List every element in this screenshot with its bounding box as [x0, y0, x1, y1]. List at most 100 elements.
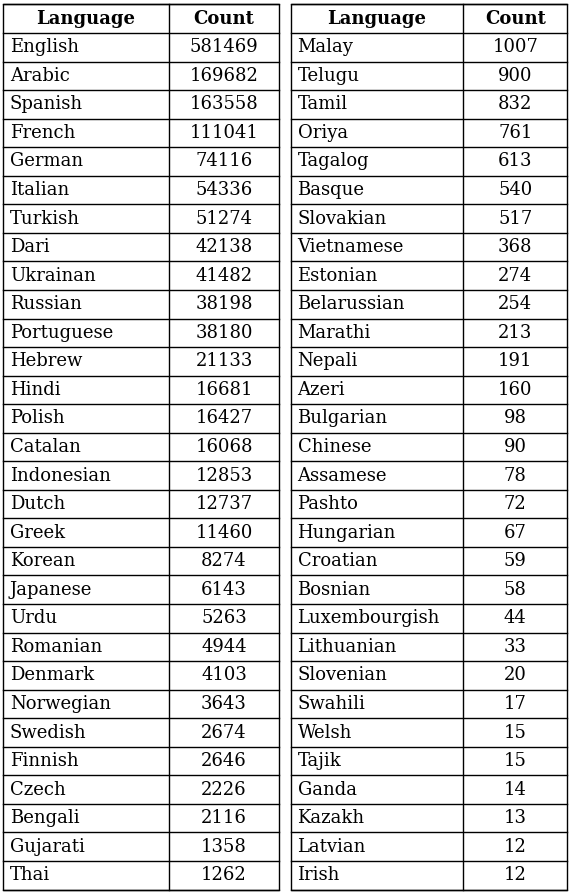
Text: 761: 761: [498, 124, 532, 142]
Text: Czech: Czech: [10, 780, 66, 798]
Text: Finnish: Finnish: [10, 752, 78, 770]
Text: 16427: 16427: [196, 409, 253, 427]
Text: Telugu: Telugu: [298, 67, 360, 85]
Text: Polish: Polish: [10, 409, 64, 427]
Text: Hindi: Hindi: [10, 381, 60, 399]
Text: 72: 72: [504, 495, 527, 513]
Text: 12853: 12853: [196, 467, 253, 485]
Text: 11460: 11460: [196, 524, 253, 542]
Text: Welsh: Welsh: [298, 723, 352, 741]
Bar: [3, 4, 279, 890]
Text: Assamese: Assamese: [298, 467, 387, 485]
Text: Dari: Dari: [10, 238, 50, 257]
Text: Romanian: Romanian: [10, 637, 102, 656]
Text: 2674: 2674: [201, 723, 247, 741]
Text: 111041: 111041: [190, 124, 258, 142]
Text: Swedish: Swedish: [10, 723, 86, 741]
Text: 98: 98: [504, 409, 527, 427]
Text: Indonesian: Indonesian: [10, 467, 111, 485]
Text: 78: 78: [504, 467, 527, 485]
Text: 832: 832: [498, 96, 532, 114]
Text: Count: Count: [194, 10, 254, 28]
Text: Gujarati: Gujarati: [10, 838, 84, 856]
Text: German: German: [10, 153, 83, 171]
Text: 3643: 3643: [201, 695, 247, 713]
Text: 15: 15: [504, 723, 527, 741]
Text: 59: 59: [504, 552, 527, 570]
Text: Arabic: Arabic: [10, 67, 70, 85]
Text: 2646: 2646: [201, 752, 247, 770]
Text: 191: 191: [498, 352, 532, 370]
Text: 13: 13: [504, 809, 527, 827]
Text: 67: 67: [504, 524, 527, 542]
Text: 51274: 51274: [196, 209, 253, 228]
Text: Tamil: Tamil: [298, 96, 348, 114]
Text: 540: 540: [498, 181, 532, 199]
Text: Bulgarian: Bulgarian: [298, 409, 388, 427]
Text: Norwegian: Norwegian: [10, 695, 111, 713]
Text: 581469: 581469: [190, 38, 258, 56]
Text: 5263: 5263: [201, 610, 247, 628]
Text: 41482: 41482: [196, 266, 253, 284]
Text: Denmark: Denmark: [10, 666, 94, 685]
Bar: [291, 4, 567, 890]
Text: Hungarian: Hungarian: [298, 524, 396, 542]
Text: Azeri: Azeri: [298, 381, 345, 399]
Text: 44: 44: [504, 610, 527, 628]
Text: Latvian: Latvian: [298, 838, 366, 856]
Text: 4944: 4944: [201, 637, 247, 656]
Text: Catalan: Catalan: [10, 438, 80, 456]
Text: 274: 274: [498, 266, 532, 284]
Text: 42138: 42138: [196, 238, 253, 257]
Text: Russian: Russian: [10, 295, 82, 313]
Text: 368: 368: [498, 238, 532, 257]
Text: 16068: 16068: [196, 438, 253, 456]
Text: Ukrainan: Ukrainan: [10, 266, 95, 284]
Text: 38180: 38180: [196, 324, 253, 342]
Text: 21133: 21133: [196, 352, 253, 370]
Text: Swahili: Swahili: [298, 695, 365, 713]
Text: Luxembourgish: Luxembourgish: [298, 610, 440, 628]
Text: 6143: 6143: [201, 581, 247, 599]
Text: Italian: Italian: [10, 181, 69, 199]
Text: 900: 900: [498, 67, 532, 85]
Text: Portuguese: Portuguese: [10, 324, 113, 342]
Text: Japanese: Japanese: [10, 581, 92, 599]
Text: Oriya: Oriya: [298, 124, 348, 142]
Text: 254: 254: [498, 295, 532, 313]
Text: Pashto: Pashto: [298, 495, 359, 513]
Text: Belarussian: Belarussian: [298, 295, 405, 313]
Text: Croatian: Croatian: [298, 552, 377, 570]
Text: Turkish: Turkish: [10, 209, 80, 228]
Text: Ganda: Ganda: [298, 780, 357, 798]
Text: Language: Language: [328, 10, 426, 28]
Text: Bengali: Bengali: [10, 809, 79, 827]
Text: Korean: Korean: [10, 552, 75, 570]
Text: 54336: 54336: [196, 181, 253, 199]
Text: 517: 517: [498, 209, 532, 228]
Text: 169682: 169682: [190, 67, 258, 85]
Text: Estonian: Estonian: [298, 266, 378, 284]
Text: 20: 20: [504, 666, 527, 685]
Text: 90: 90: [504, 438, 527, 456]
Text: 14: 14: [504, 780, 527, 798]
Text: 163558: 163558: [190, 96, 258, 114]
Text: Slovakian: Slovakian: [298, 209, 387, 228]
Text: 38198: 38198: [196, 295, 253, 313]
Text: 8274: 8274: [201, 552, 247, 570]
Text: Language: Language: [36, 10, 135, 28]
Text: Lithuanian: Lithuanian: [298, 637, 397, 656]
Text: Nepali: Nepali: [298, 352, 358, 370]
Text: 1007: 1007: [492, 38, 538, 56]
Text: Greek: Greek: [10, 524, 65, 542]
Text: 613: 613: [498, 153, 532, 171]
Text: Slovenian: Slovenian: [298, 666, 388, 685]
Text: Basque: Basque: [298, 181, 365, 199]
Text: 12737: 12737: [196, 495, 253, 513]
Text: Kazakh: Kazakh: [298, 809, 365, 827]
Text: 12: 12: [504, 838, 527, 856]
Text: Bosnian: Bosnian: [298, 581, 371, 599]
Text: 17: 17: [504, 695, 527, 713]
Text: 33: 33: [504, 637, 527, 656]
Text: Spanish: Spanish: [10, 96, 83, 114]
